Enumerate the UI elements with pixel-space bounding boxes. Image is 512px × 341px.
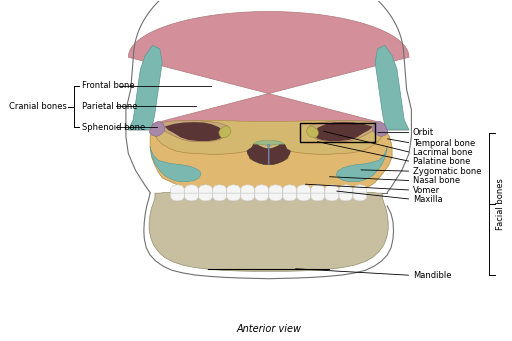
Polygon shape: [306, 126, 318, 138]
Polygon shape: [153, 120, 230, 142]
Polygon shape: [267, 145, 270, 165]
Polygon shape: [199, 185, 212, 193]
Polygon shape: [373, 121, 388, 137]
Polygon shape: [129, 45, 162, 130]
Polygon shape: [255, 185, 268, 193]
Polygon shape: [311, 185, 325, 193]
Polygon shape: [325, 185, 338, 193]
Text: Mandible: Mandible: [413, 271, 452, 280]
Polygon shape: [325, 193, 338, 201]
Polygon shape: [269, 185, 283, 193]
Text: Zygomatic bone: Zygomatic bone: [413, 167, 481, 176]
Polygon shape: [150, 120, 387, 158]
Polygon shape: [149, 192, 388, 271]
Polygon shape: [375, 45, 409, 130]
Text: Orbit: Orbit: [413, 128, 434, 137]
Text: Cranial bones: Cranial bones: [9, 102, 67, 111]
Polygon shape: [314, 122, 373, 141]
Polygon shape: [150, 130, 392, 193]
Polygon shape: [150, 147, 201, 182]
Polygon shape: [297, 185, 310, 193]
Text: Sphenoid bone: Sphenoid bone: [82, 123, 145, 132]
Polygon shape: [185, 193, 198, 201]
Text: Anterior view: Anterior view: [236, 325, 301, 335]
Polygon shape: [339, 193, 353, 201]
Polygon shape: [129, 12, 409, 130]
Polygon shape: [199, 193, 212, 201]
Polygon shape: [283, 193, 296, 201]
Polygon shape: [249, 150, 288, 161]
Text: Parietal bone: Parietal bone: [82, 102, 138, 111]
Polygon shape: [149, 121, 165, 137]
Polygon shape: [297, 193, 310, 201]
Polygon shape: [227, 185, 240, 193]
Text: Facial bones: Facial bones: [496, 178, 505, 230]
Polygon shape: [353, 193, 367, 201]
Polygon shape: [213, 185, 226, 193]
Polygon shape: [241, 185, 254, 193]
Polygon shape: [247, 144, 290, 165]
Polygon shape: [241, 193, 254, 201]
Text: Maxilla: Maxilla: [413, 195, 442, 204]
Polygon shape: [283, 185, 296, 193]
Bar: [300, 123, 375, 142]
Text: Vomer: Vomer: [413, 186, 440, 195]
Polygon shape: [213, 193, 226, 201]
Text: Frontal bone: Frontal bone: [82, 81, 135, 90]
Polygon shape: [255, 193, 268, 201]
Polygon shape: [353, 185, 367, 193]
Text: Temporal bone: Temporal bone: [413, 138, 475, 148]
Polygon shape: [227, 193, 240, 201]
Polygon shape: [269, 193, 283, 201]
Polygon shape: [339, 185, 353, 193]
Polygon shape: [170, 193, 184, 201]
Text: Palatine bone: Palatine bone: [413, 157, 470, 166]
Polygon shape: [253, 141, 284, 146]
Text: Lacrimal bone: Lacrimal bone: [413, 148, 473, 157]
Polygon shape: [185, 185, 198, 193]
Text: Nasal bone: Nasal bone: [413, 176, 460, 185]
Polygon shape: [336, 147, 387, 182]
Polygon shape: [165, 122, 224, 141]
Polygon shape: [307, 120, 385, 142]
Polygon shape: [170, 185, 184, 193]
Polygon shape: [311, 193, 325, 201]
Polygon shape: [219, 126, 231, 138]
